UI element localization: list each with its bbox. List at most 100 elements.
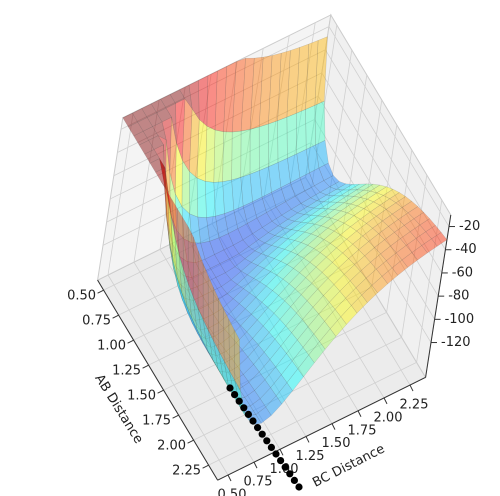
surface-patch [281, 208, 299, 220]
surface-patch [159, 158, 167, 216]
surface-patch [343, 196, 362, 205]
surface-patch [264, 235, 282, 246]
surface-patch [337, 212, 355, 224]
surface-patch [238, 292, 257, 310]
surface-patch [217, 293, 234, 309]
surface-patch [169, 240, 179, 286]
surface-patch [280, 182, 296, 203]
surface-patch [319, 243, 337, 258]
surface-patch [401, 252, 418, 268]
surface-patch [270, 261, 288, 276]
surface-patch [244, 390, 261, 407]
surface-patch [261, 220, 279, 233]
surface-patch [189, 309, 205, 321]
y-tick-label: 2.25 [400, 398, 429, 413]
surface-patch [275, 201, 292, 216]
surface-patch [148, 135, 164, 150]
surface-patch [369, 184, 388, 194]
surface-patch [389, 192, 407, 204]
surface-patch [261, 191, 277, 213]
trajectory-dot [249, 417, 257, 425]
surface-patch [318, 301, 336, 322]
surface-patch [240, 313, 258, 333]
surface-patch [243, 278, 261, 294]
surface-patch [153, 144, 165, 184]
surface-patch [394, 224, 411, 239]
grid-line [106, 118, 435, 320]
surface-patch [354, 255, 371, 272]
surface-patch [206, 70, 218, 131]
surface-patch [240, 262, 259, 276]
surface-patch [300, 233, 319, 246]
x-tick-label: 2.25 [172, 464, 201, 479]
surface-patch [405, 238, 423, 253]
surface-patch [234, 308, 252, 326]
surface-patch [279, 306, 297, 327]
surface-patch [267, 246, 286, 259]
surface-patch [182, 300, 196, 321]
surface-patch [336, 238, 354, 254]
y-tick [331, 423, 336, 430]
surface-patch [144, 149, 160, 164]
surface-patch [319, 328, 337, 350]
surface-patch [149, 158, 166, 173]
trajectory-dot [295, 483, 303, 491]
surface-patch [250, 253, 269, 266]
surface-patch [358, 241, 376, 257]
surface-patch [419, 218, 436, 233]
surface-patch [323, 230, 341, 244]
surface-patch [137, 117, 153, 132]
surface-patch [238, 382, 255, 398]
surface-patch [255, 406, 272, 424]
surface-patch [214, 249, 230, 264]
x-tick [127, 339, 134, 344]
surface-patch [165, 186, 173, 244]
surface-patch [142, 126, 159, 141]
surface-patch [197, 250, 204, 320]
z-tick-label: -20 [459, 219, 480, 234]
surface-patch [270, 374, 288, 397]
surface-patch [174, 236, 183, 293]
surface-patch [204, 125, 216, 183]
grid-line [120, 26, 450, 227]
surface-patch [286, 368, 304, 392]
surface-patch [312, 295, 330, 315]
surface-patch [231, 57, 246, 133]
surface-patch [224, 266, 242, 281]
x-tick [157, 389, 164, 394]
surface-patch [295, 43, 310, 114]
surface-patch [246, 319, 264, 339]
surface-patch [233, 374, 250, 390]
surface-patch [155, 167, 169, 192]
x-tick-label: 2.00 [157, 439, 186, 454]
surface-patch [329, 234, 348, 249]
axis-line [217, 376, 426, 481]
surface-patch [248, 239, 266, 252]
surface-patch [166, 190, 176, 237]
surface-patch [200, 267, 217, 283]
surface-patch [329, 181, 347, 190]
surface-patch [229, 253, 246, 268]
surface-patch [206, 277, 222, 292]
surface-patch [191, 242, 206, 263]
surface-patch [373, 195, 391, 206]
surface-patch [333, 202, 352, 212]
surface-patch [315, 139, 329, 169]
x-tick [142, 364, 149, 369]
surface-patch [378, 226, 395, 240]
surface-patch [203, 313, 220, 329]
surface-patch [277, 50, 291, 122]
surface-patch [257, 255, 275, 269]
surface-patch [191, 272, 207, 288]
surface-patch [375, 209, 393, 222]
surface-patch [348, 183, 368, 191]
surface-patch [232, 288, 251, 304]
surface-patch [323, 284, 341, 303]
y-tick-label: 0.75 [244, 475, 273, 490]
surface-patch [202, 319, 213, 360]
grid-line [178, 149, 413, 416]
surface-patch [174, 193, 185, 240]
y-tick-label: 1.25 [296, 449, 325, 464]
surface-patch [207, 275, 214, 342]
surface-patch [385, 252, 403, 269]
